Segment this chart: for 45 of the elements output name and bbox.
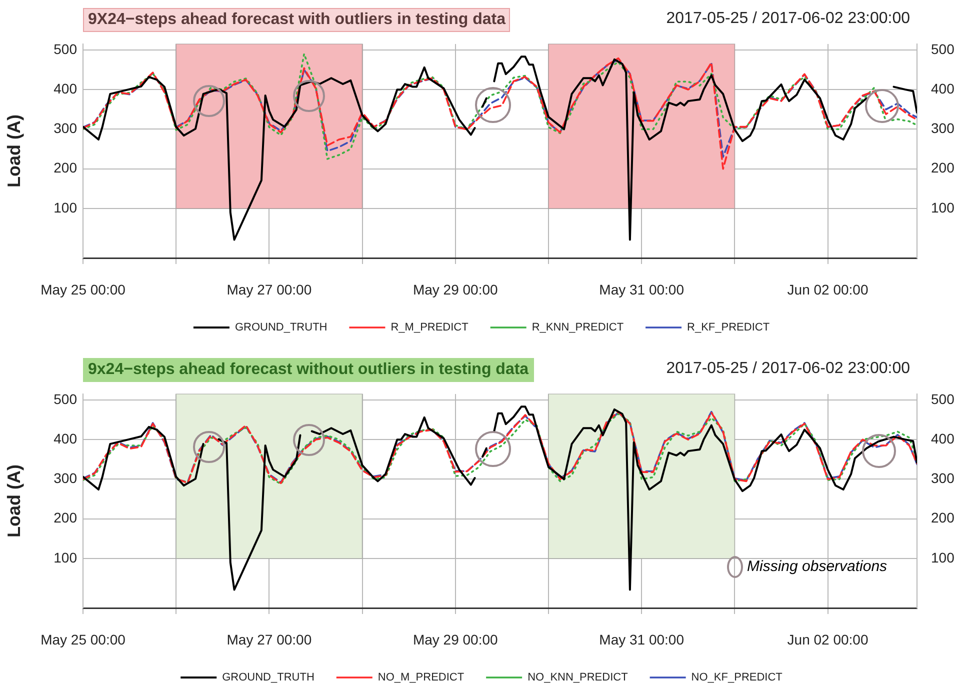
y-tick-label: 300: [54, 120, 78, 136]
chart-subtitle: 2017-05-25 / 2017-06-02 23:00:00: [666, 10, 910, 28]
y2-tick-label: 400: [931, 80, 955, 96]
legend-label: NO_M_PREDICT: [378, 672, 464, 684]
y-tick-label: 400: [54, 430, 78, 446]
chart-title: 9X24−steps ahead forecast with outliers in testing data: [83, 8, 510, 32]
x-tick-label: Jun 02 00:00: [787, 281, 868, 298]
y2-tick-label: 300: [931, 470, 955, 486]
y2-tick-label: 400: [931, 430, 955, 446]
annotation: Missing observations: [747, 558, 888, 575]
legend-label: NO_KF_PREDICT: [691, 672, 783, 684]
legend-label: R_KNN_PREDICT: [532, 322, 624, 334]
legend-label: NO_KNN_PREDICT: [528, 672, 628, 684]
y-tick-label: 500: [54, 390, 78, 407]
y-tick-label: 200: [54, 160, 78, 176]
legend-label: GROUND_TRUTH: [222, 672, 314, 684]
x-tick-label: May 31 00:00: [599, 281, 684, 298]
chart-subtitle: 2017-05-25 / 2017-06-02 23:00:00: [666, 360, 910, 378]
legend-label: GROUND_TRUTH: [234, 322, 328, 334]
x-tick-label: May 27 00:00: [226, 281, 312, 298]
y2-tick-label: 500: [931, 390, 955, 407]
y-axis-title: Load (A): [4, 114, 24, 188]
y2-tick-label: 100: [931, 549, 955, 566]
legend-label: R_M_PREDICT: [390, 322, 469, 334]
x-tick-label: May 25 00:00: [40, 281, 126, 298]
y-tick-label: 100: [54, 549, 78, 566]
legend-label: R_KF_PREDICT: [687, 322, 770, 334]
x-tick-label: May 25 00:00: [40, 631, 126, 648]
y2-tick-label: 500: [931, 40, 955, 57]
y2-tick-label: 200: [931, 160, 955, 176]
y-tick-label: 300: [54, 470, 78, 486]
chart-title: 9x24−steps ahead forecast without outliers in testing data: [83, 358, 534, 382]
x-tick-label: May 27 00:00: [226, 631, 312, 648]
x-tick-label: May 29 00:00: [412, 281, 498, 298]
y2-tick-label: 100: [931, 199, 955, 216]
x-tick-label: May 29 00:00: [412, 631, 498, 648]
y-tick-label: 500: [54, 40, 78, 57]
y2-tick-label: 200: [931, 510, 955, 526]
x-tick-label: May 31 00:00: [599, 631, 684, 648]
y-tick-label: 400: [54, 80, 78, 96]
y-axis-title: Load (A): [4, 464, 24, 538]
x-tick-label: Jun 02 00:00: [787, 631, 868, 648]
y-tick-label: 200: [54, 510, 78, 526]
y2-tick-label: 300: [931, 120, 955, 136]
y-tick-label: 100: [54, 199, 78, 216]
